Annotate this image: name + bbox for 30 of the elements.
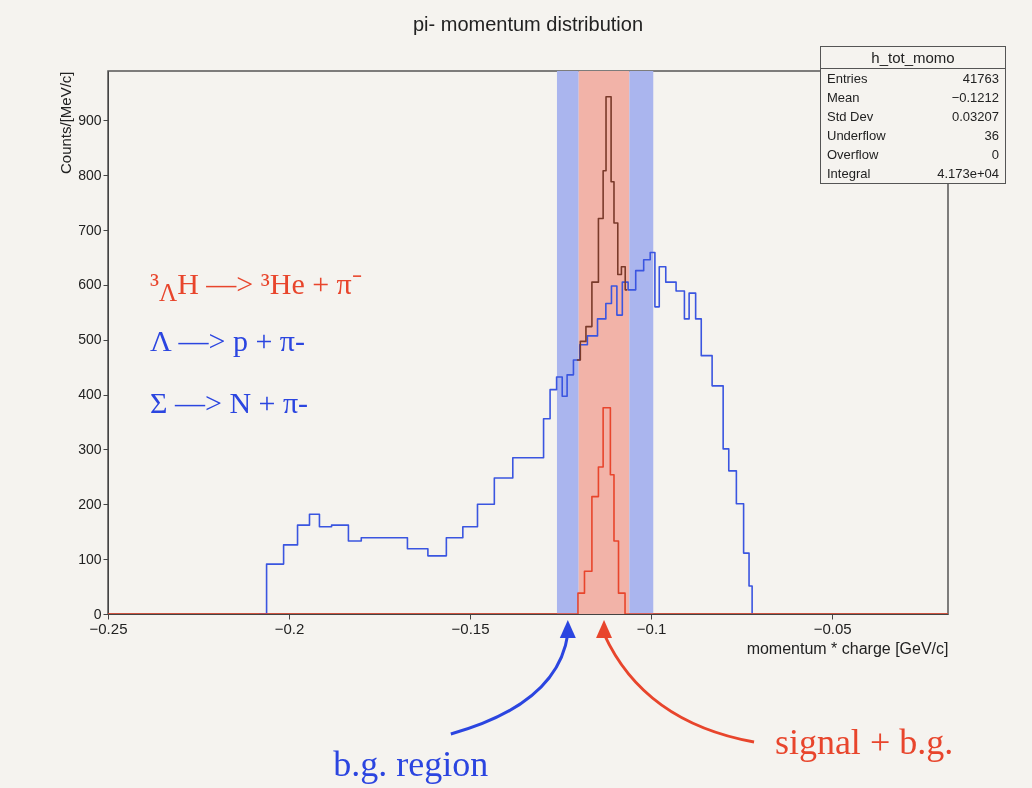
y-axis-title: Counts/[MeV/c]: [57, 71, 75, 175]
annotation: Λ —> p + π-: [150, 324, 305, 358]
x-tick-label: −0.2: [274, 619, 305, 637]
x-tick-label: −0.15: [451, 619, 490, 637]
y-tick-label: 600: [78, 276, 102, 293]
text: Overflow 0: [827, 147, 999, 162]
y-tick-label: 500: [78, 331, 102, 348]
text: Underflow 36: [827, 128, 999, 143]
annotation: Σ —> N + π-: [150, 386, 309, 420]
x-tick-label: −0.25: [89, 619, 128, 637]
y-tick-label: 200: [78, 495, 102, 512]
x-tick-label: −0.1: [636, 619, 667, 637]
x-axis-title: momentum * charge [GeV/c]: [746, 639, 949, 657]
y-tick-label: 100: [78, 550, 102, 567]
y-tick-label: 800: [78, 166, 102, 183]
y-tick-label: 300: [78, 440, 102, 457]
y-tick-label: 400: [78, 386, 102, 403]
text: Integral 4.173e+04: [827, 166, 999, 181]
annotation: ³$_{Λ}$H —> ³He + π⁻: [150, 266, 362, 307]
text: b.g. region: [333, 743, 489, 785]
chart-title: pi- momentum distribution: [412, 13, 644, 35]
text: Std Dev 0.03207: [827, 109, 999, 124]
x-tick-label: −0.05: [813, 619, 852, 637]
text: signal + b.g.: [774, 721, 954, 763]
text: Entries 41763: [827, 71, 999, 86]
text: Mean −0.1212: [827, 90, 999, 105]
y-tick-label: 0: [93, 605, 102, 622]
y-tick-label: 900: [78, 111, 102, 128]
y-tick-label: 700: [78, 221, 102, 238]
text: h_tot_momo: [821, 47, 1005, 69]
